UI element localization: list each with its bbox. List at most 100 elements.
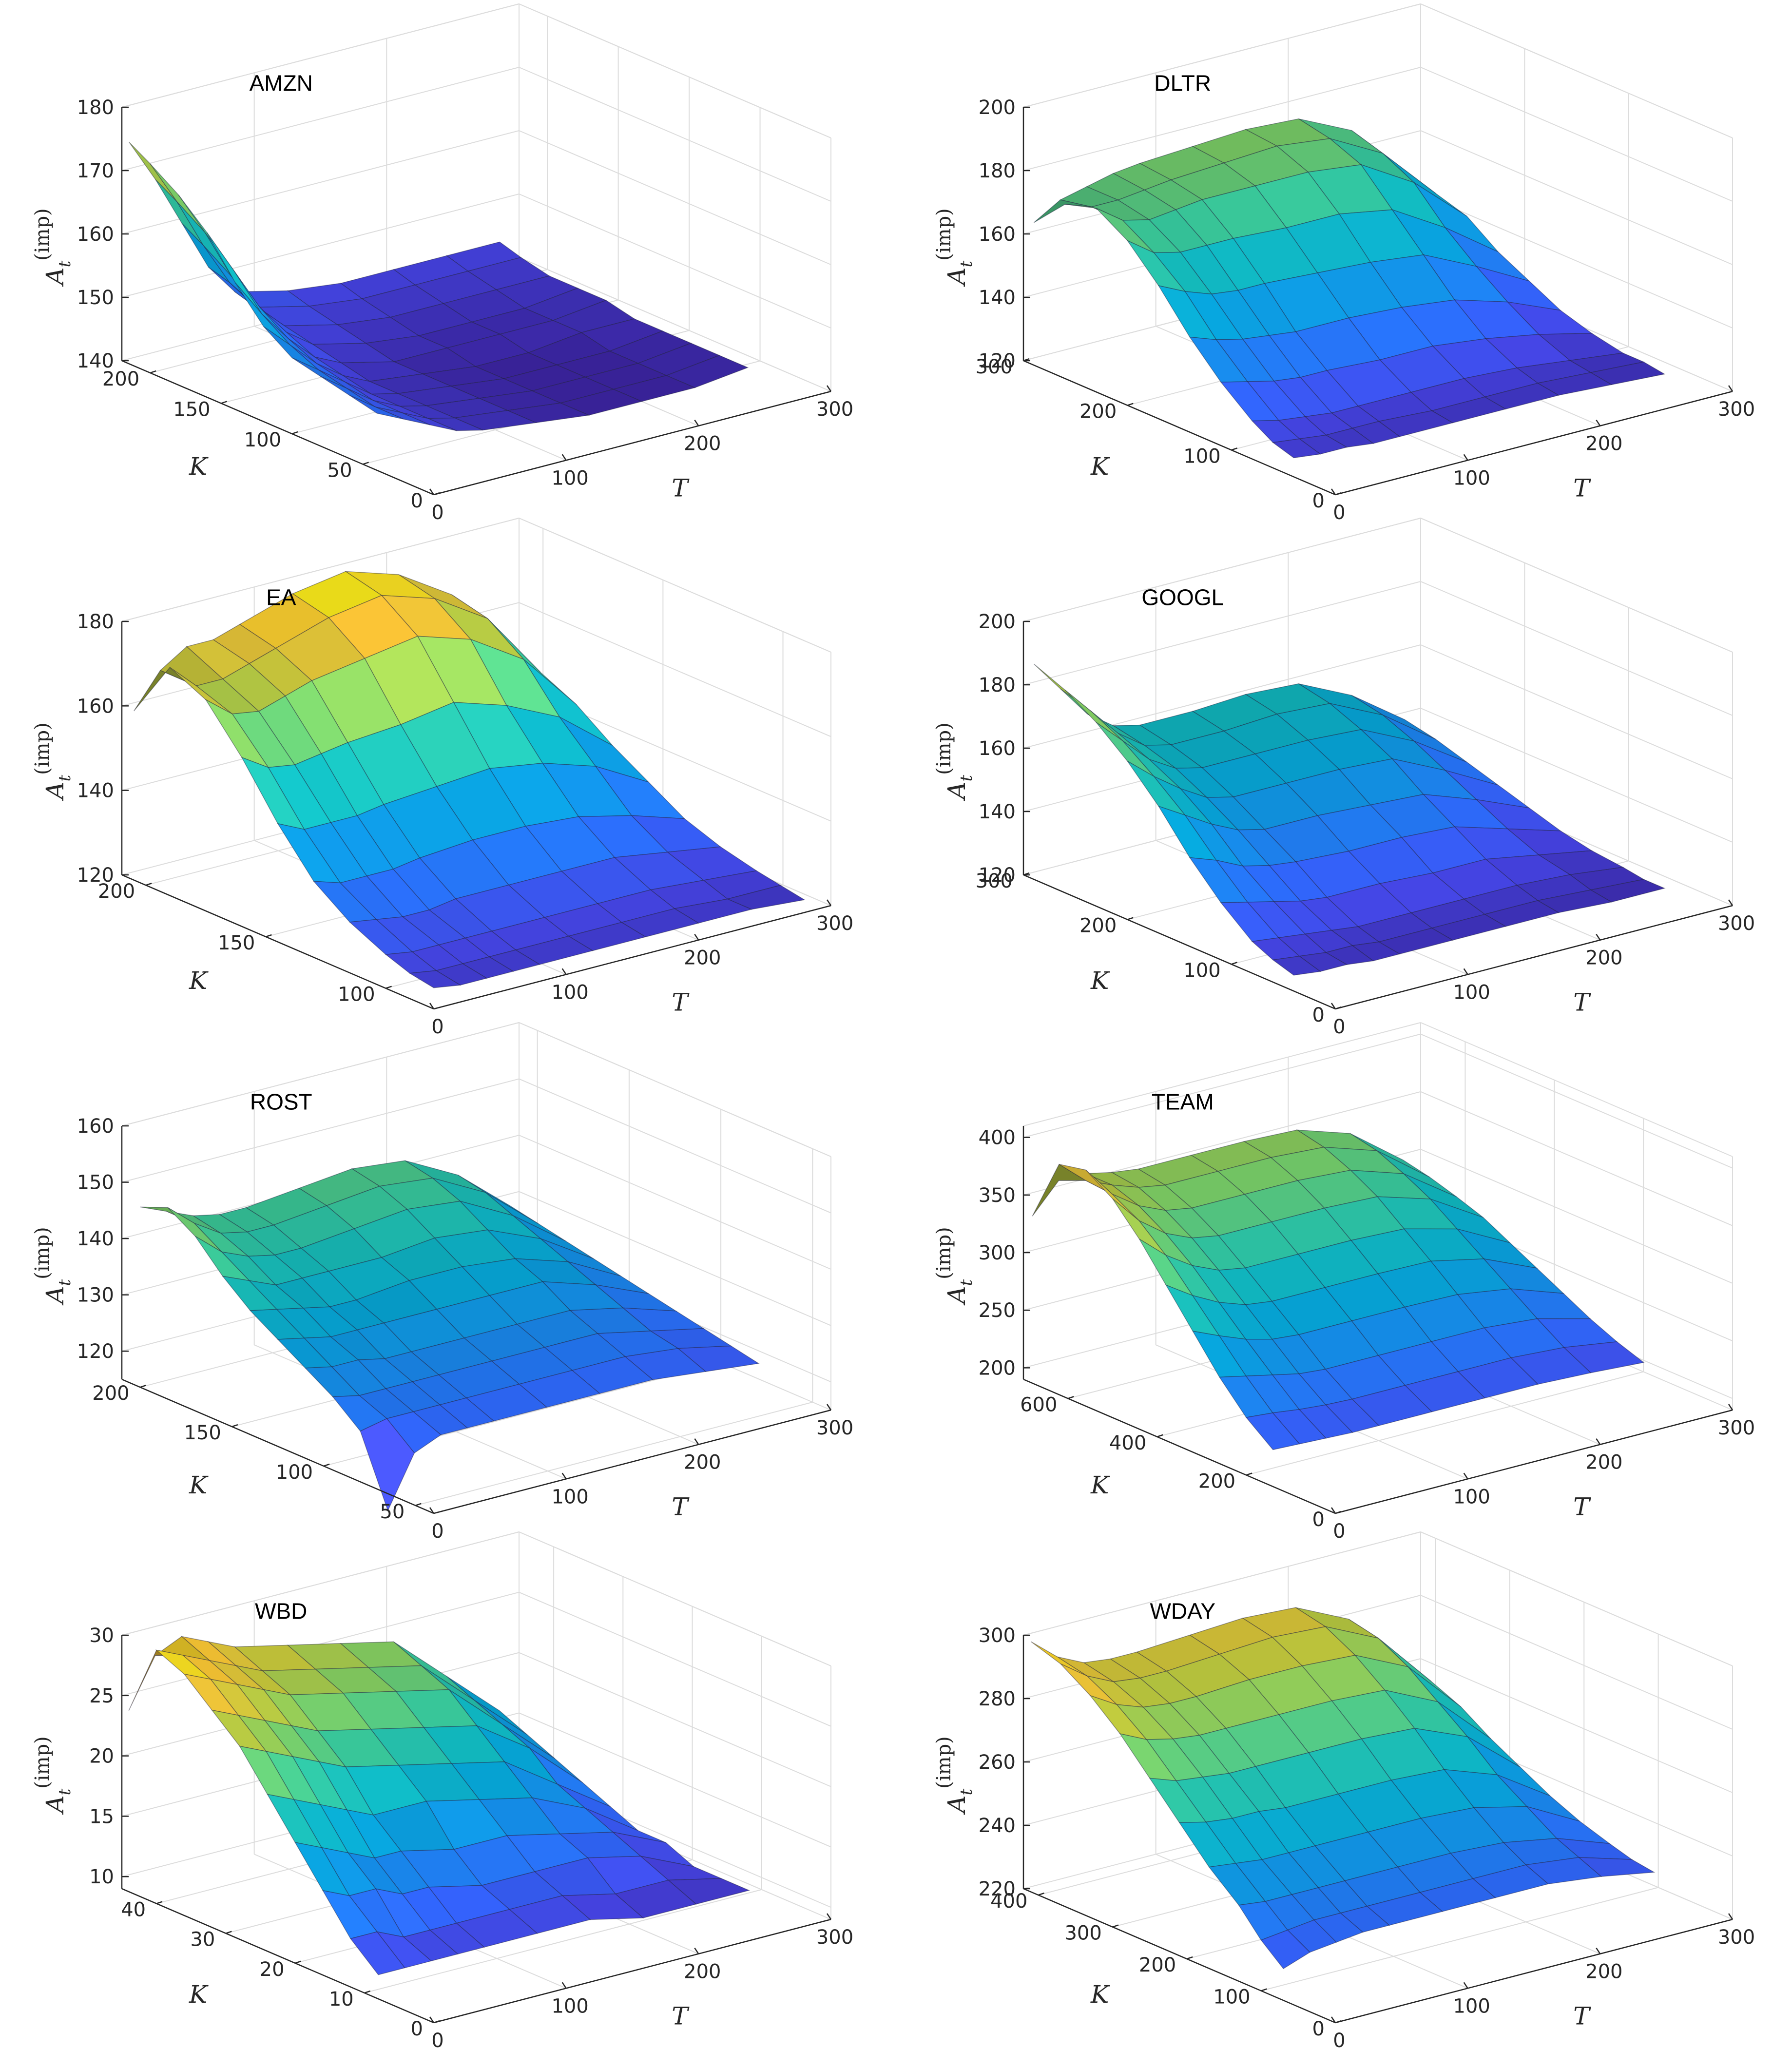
z-tick-label: 120 <box>77 864 114 887</box>
z-axis-label: At(imp) <box>933 208 976 287</box>
panel-title: DLTR <box>1154 71 1211 96</box>
k-tick <box>323 1463 330 1467</box>
x-tick-label: 0 <box>1333 2030 1345 2050</box>
k-tick <box>1023 872 1030 876</box>
gridline <box>519 257 831 392</box>
k-axis <box>121 360 434 496</box>
axes: 120 140 160 180 200 0 100 200 300 0 100 200 300 K T At(… <box>933 97 1755 524</box>
pane-edge <box>519 1531 831 1666</box>
x-tick-label: 100 <box>551 1486 588 1508</box>
k-axis <box>1023 1888 1336 2024</box>
z-tick-label: 350 <box>979 1184 1016 1207</box>
k-tick-label: 0 <box>411 2018 423 2040</box>
z-tick-label: 300 <box>979 1242 1016 1264</box>
k-tick-label: 0 <box>1312 490 1325 512</box>
x-tick <box>561 968 567 975</box>
k-axis <box>121 1378 434 1514</box>
gridline <box>415 1401 813 1506</box>
k-tick <box>433 492 440 496</box>
z-tick-label: 25 <box>89 1685 114 1707</box>
gridline <box>1261 1887 1658 1992</box>
svg-text:At(imp): At(imp) <box>31 722 75 801</box>
k-axis <box>1023 1378 1336 1514</box>
gridline <box>519 1652 831 1787</box>
x-tick <box>826 385 832 392</box>
z-tick-label: 260 <box>979 1751 1016 1774</box>
x-axis <box>433 905 831 1010</box>
k-tick <box>150 370 156 374</box>
surface-patch <box>1537 890 1613 913</box>
surface <box>1032 1129 1645 1450</box>
k-tick <box>291 431 298 435</box>
x-tick-label: 200 <box>684 947 721 969</box>
z-tick-label: 200 <box>979 1357 1016 1379</box>
k-tick <box>1246 1472 1252 1476</box>
k-tick-label: 0 <box>1312 1004 1325 1026</box>
k-axis-label: K <box>189 452 209 481</box>
k-tick <box>295 1960 301 1964</box>
svg-text:At(imp): At(imp) <box>933 722 976 801</box>
surface-patch <box>1525 1857 1602 1885</box>
gridline <box>519 602 831 737</box>
pane-edge <box>519 1022 831 1157</box>
k-axis-label: K <box>1090 1980 1110 2009</box>
k-tick <box>221 401 228 404</box>
z-axis-label: At(imp) <box>933 1736 976 1815</box>
surface-patch <box>515 935 594 965</box>
z-tick-label: 180 <box>77 611 114 633</box>
z-tick-label: 180 <box>77 97 114 119</box>
gridline <box>121 1078 520 1183</box>
x-axis-label: T <box>672 988 690 1016</box>
x-tick <box>1330 488 1336 495</box>
x-tick <box>826 1404 832 1411</box>
z-tick-label: 180 <box>979 160 1016 182</box>
x-tick-label: 100 <box>551 467 588 489</box>
gridline <box>1420 644 1733 779</box>
surface-patch <box>1472 1864 1549 1898</box>
surface-patch <box>677 1345 760 1372</box>
k-tick-label: 0 <box>1312 2018 1325 2040</box>
x-tick-label: 100 <box>1453 981 1490 1004</box>
gridline <box>519 1135 831 1270</box>
k-axis-label: K <box>1090 452 1110 481</box>
pane-edge <box>519 3 831 138</box>
x-axis <box>433 1409 831 1514</box>
x-tick <box>429 488 435 495</box>
k-tick <box>156 1901 163 1904</box>
gridline <box>1023 67 1421 171</box>
k-tick-label: 100 <box>244 429 281 451</box>
gridline <box>519 1078 831 1214</box>
x-tick-label: 100 <box>1453 467 1490 489</box>
z-tick-label: 10 <box>89 1866 114 1888</box>
x-tick <box>561 454 567 461</box>
gridline <box>1023 581 1421 685</box>
k-tick-label: 50 <box>380 1501 405 1523</box>
x-tick <box>1330 1003 1336 1009</box>
surface-patch <box>1431 396 1507 424</box>
panel-title: WDAY <box>1150 1599 1215 1624</box>
pane-edge <box>1023 1022 1421 1126</box>
panel-wbd: 10152025300102030400100200300KTAt(imp)WB… <box>31 1531 853 2050</box>
k-tick <box>1335 1510 1342 1514</box>
k-tick <box>1127 917 1134 920</box>
x-tick <box>1463 1982 1468 1989</box>
k-axis-label: K <box>189 1471 209 1499</box>
gridline <box>519 130 831 265</box>
k-tick <box>225 1931 232 1934</box>
gridline <box>1420 1033 1733 1169</box>
pane-edge <box>1420 518 1733 653</box>
surface-patch <box>155 179 204 246</box>
z-tick-label: 170 <box>77 160 114 182</box>
k-tick-label: 200 <box>1079 915 1117 937</box>
gridline <box>519 193 831 329</box>
gridline <box>1420 1658 1733 1793</box>
pane-edge <box>121 3 520 108</box>
pane-edge <box>1420 1022 1733 1157</box>
surface-patch <box>128 141 177 202</box>
x-tick <box>694 1438 699 1445</box>
k-tick-label: 200 <box>98 880 135 903</box>
z-axis-label: At(imp) <box>31 1227 75 1305</box>
surface-patch <box>1287 1919 1337 1953</box>
z-tick-label: 160 <box>979 737 1016 760</box>
